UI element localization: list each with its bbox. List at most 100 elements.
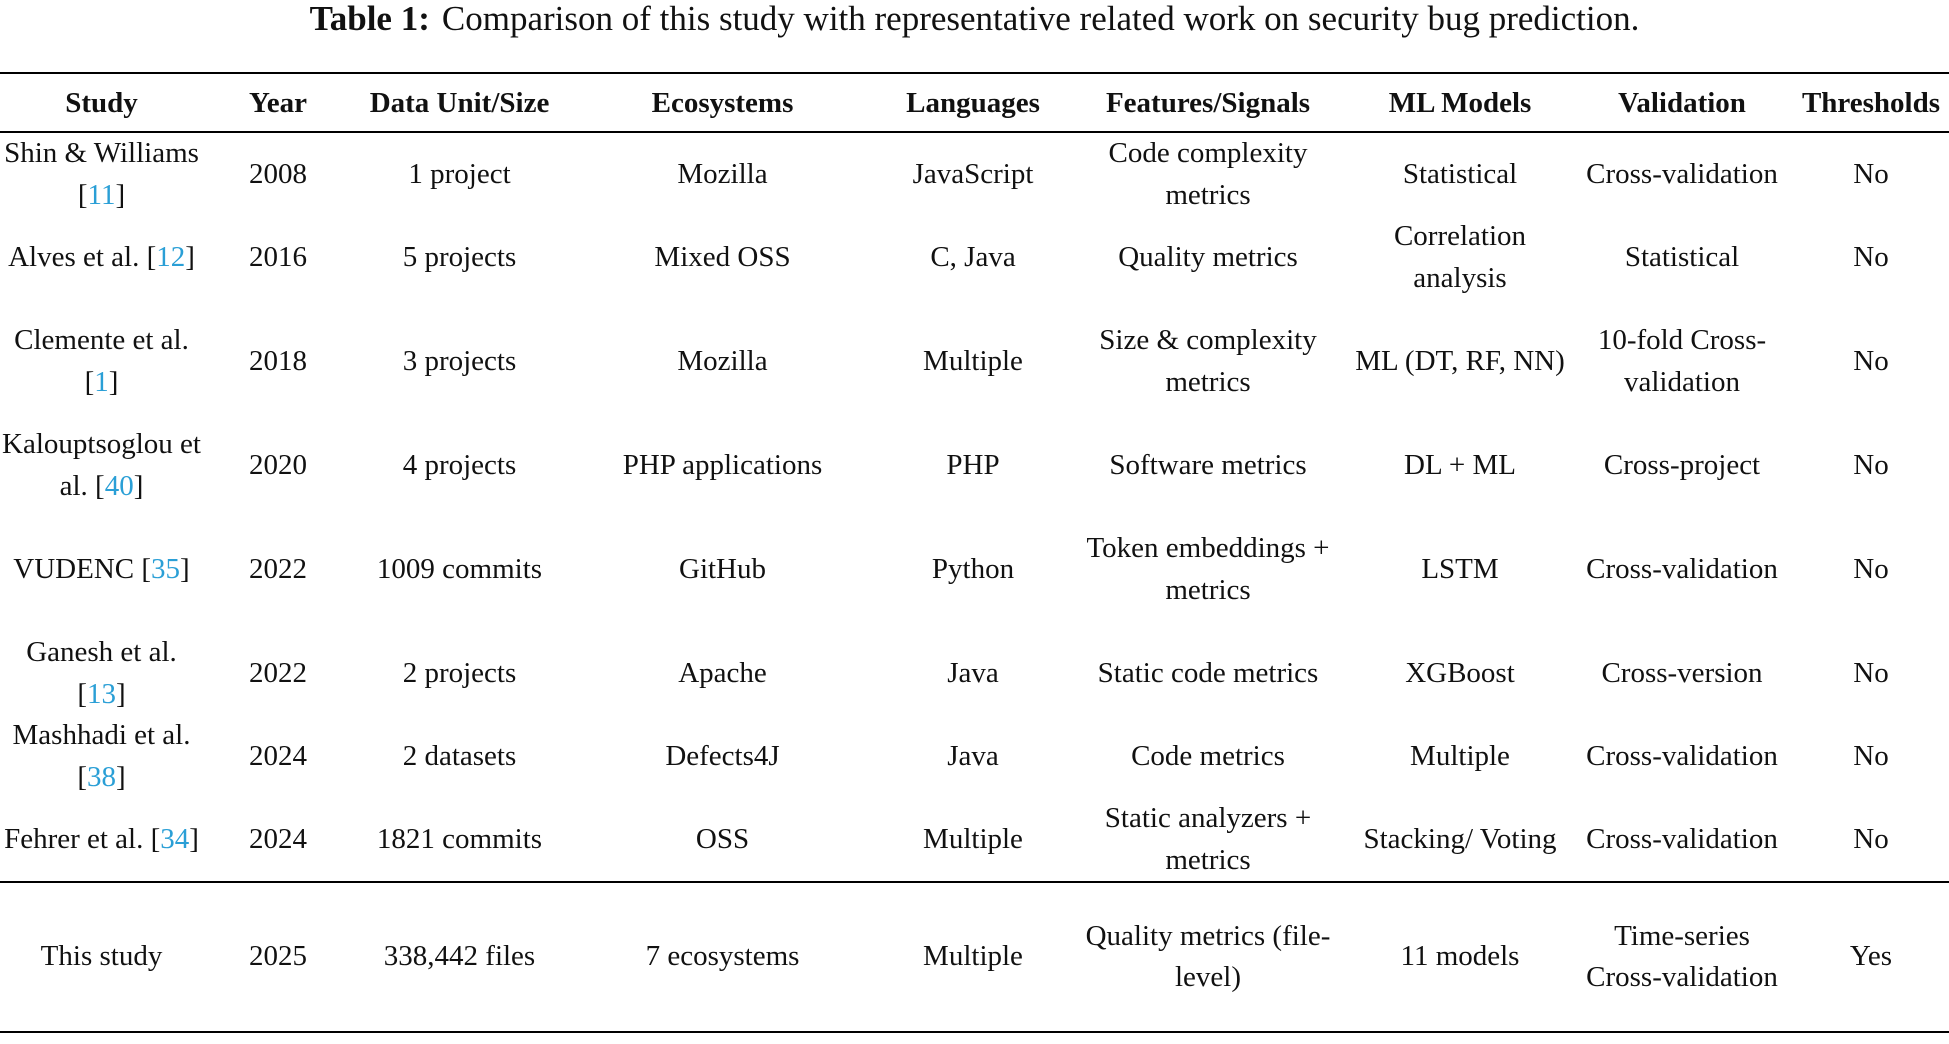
cell-year: 2016: [249, 240, 307, 273]
cell-thresholds: No: [1853, 822, 1889, 855]
citation-link[interactable]: 35: [151, 552, 181, 585]
cell-study: VUDENC [35]: [0, 507, 203, 632]
cell-languages: Java: [947, 656, 999, 689]
cell-languages: Multiple: [923, 344, 1023, 377]
cell-thresholds: No: [1853, 448, 1889, 481]
citation-link[interactable]: 11: [87, 178, 116, 211]
cell-study: Kalouptsoglou et al. [40]: [0, 424, 203, 507]
table-caption-text: Comparison of this study with representa…: [441, 0, 1640, 38]
bracket: ]: [116, 677, 126, 710]
cell-year: 2018: [249, 344, 307, 377]
header-data-unit-size: Data Unit/Size: [369, 86, 550, 119]
cell-models: Multiple: [1410, 739, 1510, 772]
table-row: VUDENC [35] 2022 1009 commits GitHub Pyt…: [0, 507, 1949, 632]
table-row: Kalouptsoglou et al. [40] 2020 4 project…: [0, 424, 1949, 507]
cell-features: Static analyzers + metrics: [1104, 802, 1312, 876]
table-row: Mashhadi et al. [38] 2024 2 datasets Def…: [0, 715, 1949, 798]
cell-ecosystems: OSS: [695, 822, 750, 855]
bracket: ]: [189, 822, 199, 855]
table-header-row: Study Year Data Unit/Size Ecosystems Lan…: [0, 73, 1949, 132]
cell-study: Mashhadi et al. [38]: [0, 715, 203, 798]
bracket: ]: [116, 760, 126, 793]
cell-thresholds: Yes: [1849, 940, 1893, 973]
cell-thresholds: No: [1853, 739, 1889, 772]
cell-year: 2024: [249, 739, 307, 772]
cell-features: Static code metrics: [1097, 656, 1319, 689]
table-row: Ganesh et al. [13] 2022 2 projects Apach…: [0, 632, 1949, 715]
cell-models: Statistical: [1402, 157, 1518, 190]
header-study: Study: [65, 86, 138, 119]
study-name: VUDENC [: [13, 552, 152, 585]
cell-ecosystems: Mozilla: [677, 344, 768, 377]
cell-data-size: 338,442 files: [383, 940, 536, 973]
cell-ecosystems: PHP applications: [622, 448, 823, 481]
citation-link[interactable]: 13: [87, 677, 116, 710]
table-row: Fehrer et al. [34] 2024 1821 commits OSS…: [0, 798, 1949, 882]
cell-year: 2008: [249, 157, 307, 190]
cell-features: Code complexity metrics: [1108, 137, 1308, 211]
study-name: Alves et al. [: [8, 240, 157, 273]
cell-study: Ganesh et al. [13]: [0, 632, 203, 715]
header-year: Year: [249, 86, 307, 119]
cell-data-size: 1821 commits: [376, 822, 543, 855]
cell-data-size: 3 projects: [402, 344, 517, 377]
table-row: Clemente et al. [1] 2018 3 projects Mozi…: [0, 299, 1949, 424]
cell-year: 2025: [249, 940, 307, 973]
cell-thresholds: No: [1853, 157, 1889, 190]
cell-ecosystems: Apache: [678, 656, 767, 689]
cell-languages: Multiple: [923, 940, 1023, 973]
cell-study: Shin & Williams [11]: [0, 132, 203, 216]
citation-link[interactable]: 38: [87, 760, 116, 793]
cell-validation: Cross-validation: [1586, 822, 1778, 855]
cell-languages: C, Java: [930, 240, 1016, 273]
cell-data-size: 5 projects: [402, 240, 517, 273]
bracket: ]: [115, 178, 126, 211]
study-name: Shin & Williams [: [4, 137, 199, 211]
cell-study: Fehrer et al. [34]: [0, 798, 203, 882]
cell-thresholds: No: [1853, 552, 1889, 585]
cell-validation: Cross-validation: [1586, 739, 1778, 772]
cell-ecosystems: Mixed OSS: [654, 240, 791, 273]
cell-data-size: 1 project: [408, 157, 511, 190]
cell-languages: Java: [947, 739, 999, 772]
cell-thresholds: No: [1853, 656, 1889, 689]
cell-year: 2022: [249, 656, 307, 689]
cell-validation: Cross-validation: [1586, 552, 1778, 585]
table-row: Shin & Williams [11] 2008 1 project Mozi…: [0, 132, 1949, 216]
cell-languages: Python: [931, 552, 1015, 585]
cell-languages: JavaScript: [912, 157, 1034, 190]
study-name: Ganesh et al. [: [26, 636, 177, 710]
table-caption-label: Table 1:: [309, 0, 430, 38]
cell-features: Code metrics: [1131, 739, 1285, 772]
cell-validation: 10-fold Cross-validation: [1597, 324, 1767, 398]
cell-models: ML (DT, RF, NN): [1355, 344, 1565, 377]
cell-data-size: 2 projects: [402, 656, 517, 689]
citation-link[interactable]: 40: [104, 469, 134, 502]
cell-ecosystems: Defects4J: [665, 739, 780, 772]
header-validation: Validation: [1618, 86, 1746, 119]
cell-features: Software metrics: [1109, 448, 1307, 481]
study-name: Mashhadi et al. [: [12, 719, 191, 793]
table-row-this-study: This study 2025 338,442 files 7 ecosyste…: [0, 882, 1949, 1032]
bracket: ]: [185, 240, 195, 273]
cell-ecosystems: GitHub: [679, 552, 766, 585]
citation-link[interactable]: 34: [160, 822, 190, 855]
cell-features: Token embeddings + metrics: [1086, 532, 1330, 606]
cell-validation: Cross-validation: [1586, 157, 1778, 190]
cell-validation: Time-series Cross-validation: [1586, 919, 1778, 994]
study-name: Kalouptsoglou et al. [: [2, 428, 201, 502]
header-languages: Languages: [906, 86, 1040, 119]
cell-year: 2020: [249, 448, 307, 481]
header-ecosystems: Ecosystems: [651, 86, 794, 119]
cell-features: Quality metrics: [1118, 240, 1298, 273]
cell-languages: PHP: [946, 448, 1000, 481]
cell-study: Clemente et al. [1]: [0, 299, 203, 424]
table-row: Alves et al. [12] 2016 5 projects Mixed …: [0, 216, 1949, 299]
cell-thresholds: No: [1853, 240, 1889, 273]
cell-thresholds: No: [1853, 344, 1889, 377]
cell-data-size: 2 datasets: [402, 739, 517, 772]
header-ml-models: ML Models: [1388, 86, 1532, 119]
citation-link[interactable]: 12: [156, 240, 186, 273]
cell-data-size: 4 projects: [402, 448, 517, 481]
citation-link[interactable]: 1: [94, 365, 109, 398]
